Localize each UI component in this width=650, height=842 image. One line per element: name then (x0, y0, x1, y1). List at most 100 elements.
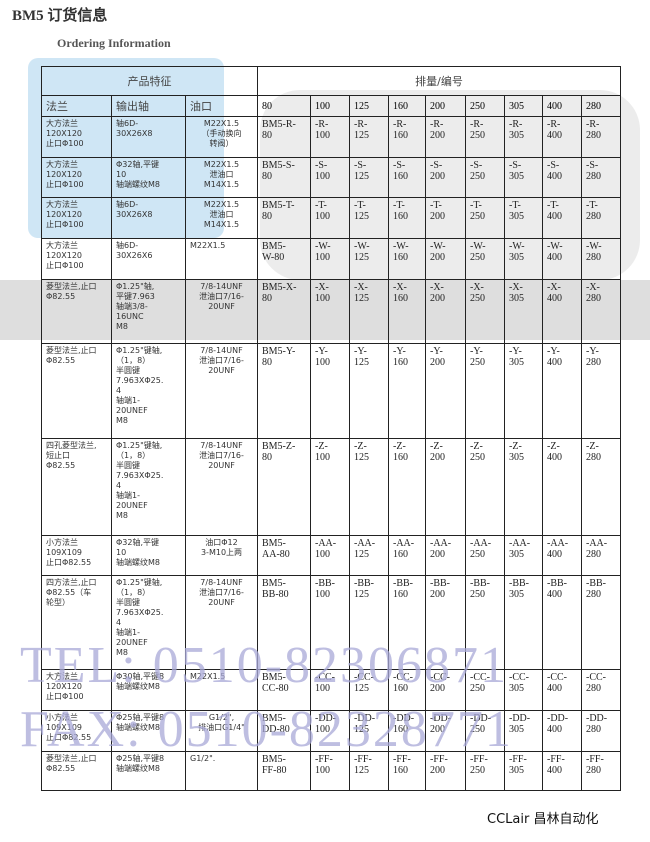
model-code-cell: -T- 305 (504, 197, 543, 239)
model-code-cell: -Y- 200 (425, 343, 466, 439)
watermark-tel: TEL: 0510-82306871 (20, 637, 509, 694)
flange-cell: 四方法兰,止口 Φ82.55（车 轮型） (41, 575, 112, 670)
model-code-cell: -X- 400 (542, 279, 582, 344)
model-code-cell: -CC- 100 (310, 669, 350, 711)
header-size: 400 (542, 95, 582, 117)
table-row: 小方法兰 109X109 止口Φ82.55 Φ25轴,平键8 轴端螺纹M8 G1/2… (41, 710, 621, 752)
model-code-cell: -W- 125 (349, 238, 389, 280)
header-features: 产品特征 (41, 66, 258, 96)
model-code-cell: -FF- 125 (349, 751, 389, 791)
shaft-cell: Φ1.25"轴, 平键7.963 轴端3/8- 16UNC M8 (111, 279, 186, 344)
model-code-cell: -R- 250 (465, 116, 505, 158)
header-shaft: 输出轴 (111, 95, 186, 117)
model-code-cell: -CC- 250 (465, 669, 505, 711)
model-code-cell: -DD- 280 (581, 710, 621, 752)
table-row: 大方法兰 120X120 止口Φ100 Φ30轴,平键8 轴端螺纹M8 M22X1.… (41, 669, 621, 711)
model-code-cell: -FF- 400 (542, 751, 582, 791)
model-code-cell: -Y- 160 (388, 343, 426, 439)
port-cell: 7/8-14UNF 泄油口7/16- 20UNF (185, 575, 258, 670)
flange-cell: 大方法兰 120X120 止口Φ100 (41, 157, 112, 198)
port-cell: G1/2". (185, 751, 258, 791)
header-size: 160 (388, 95, 426, 117)
model-code-cell: -S- 100 (310, 157, 350, 198)
model-code-cell: -BB- 400 (542, 575, 582, 670)
header-size: 305 (504, 95, 543, 117)
watermark-fax: FAX: 0510-82328771 (20, 701, 513, 758)
model-code-cell: BM5- FF-80 (257, 751, 311, 791)
model-code-cell: -X- 160 (388, 279, 426, 344)
model-code-cell: -Z- 200 (425, 438, 466, 536)
model-code-cell: -DD- 125 (349, 710, 389, 752)
model-code-cell: -FF- 280 (581, 751, 621, 791)
model-code-cell: -Y- 125 (349, 343, 389, 439)
model-code-cell: -Y- 305 (504, 343, 543, 439)
shaft-cell: 轴6D- 30X26X8 (111, 197, 186, 239)
model-code-cell: -Z- 100 (310, 438, 350, 536)
model-code-cell: -Z- 305 (504, 438, 543, 536)
shaft-cell: Φ32轴,平键 10 轴端螺纹M8 (111, 535, 186, 576)
table-row: 大方法兰 120X120 止口Φ100 轴6D- 30X26X6 M22X1.5 BM… (41, 238, 621, 280)
port-cell: M22X1.5 泄油口 M14X1.5 (185, 197, 258, 239)
model-code-cell: -Z- 400 (542, 438, 582, 536)
table-row: 四孔菱型法兰, 短止口 Φ82.55 Φ1.25"键轴, （1，8） 半圆键 7.… (41, 438, 621, 536)
model-code-cell: -CC- 125 (349, 669, 389, 711)
model-code-cell: -Y- 100 (310, 343, 350, 439)
model-code-cell: -Z- 280 (581, 438, 621, 536)
shaft-cell: 轴6D- 30X26X8 (111, 116, 186, 158)
model-code-cell: -R- 160 (388, 116, 426, 158)
flange-cell: 小方法兰 109X109 止口Φ82.55 (41, 710, 112, 752)
table-row: 菱型法兰,止口 Φ82.55 Φ1.25"轴, 平键7.963 轴端3/8- 16… (41, 279, 621, 344)
model-code-cell: -Y- 280 (581, 343, 621, 439)
model-code-cell: BM5- AA-80 (257, 535, 311, 576)
model-code-cell: -X- 100 (310, 279, 350, 344)
model-code-cell: -DD- 100 (310, 710, 350, 752)
model-code-cell: BM5-Y- 80 (257, 343, 311, 439)
port-cell: M22X1.5 (185, 238, 258, 280)
model-code-cell: -X- 250 (465, 279, 505, 344)
shaft-cell: Φ25轴,平键8 轴端螺纹M8 (111, 751, 186, 791)
ordering-table: 产品特征 排量/编号 法兰 输出轴 油口 80 100 125 160 200 250 30… (41, 66, 621, 791)
model-code-cell: -AA- 100 (310, 535, 350, 576)
flange-cell: 四孔菱型法兰, 短止口 Φ82.55 (41, 438, 112, 536)
model-code-cell: -S- 200 (425, 157, 466, 198)
model-code-cell: -DD- 160 (388, 710, 426, 752)
shaft-cell: Φ25轴,平键8 轴端螺纹M8 (111, 710, 186, 752)
shaft-cell: 轴6D- 30X26X6 (111, 238, 186, 280)
header-size: 80 (257, 95, 311, 117)
model-code-cell: -S- 250 (465, 157, 505, 198)
model-code-cell: BM5- DD-80 (257, 710, 311, 752)
model-code-cell: -W- 200 (425, 238, 466, 280)
model-code-cell: -T- 250 (465, 197, 505, 239)
model-code-cell: -AA- 160 (388, 535, 426, 576)
port-cell: 7/8-14UNF 泄油口7/16- 20UNF (185, 279, 258, 344)
model-code-cell: -T- 160 (388, 197, 426, 239)
model-code-cell: -AA- 250 (465, 535, 505, 576)
model-code-cell: -R- 200 (425, 116, 466, 158)
flange-cell: 大方法兰 120X120 止口Φ100 (41, 669, 112, 711)
model-code-cell: -Z- 160 (388, 438, 426, 536)
model-code-cell: -AA- 400 (542, 535, 582, 576)
model-code-cell: -BB- 305 (504, 575, 543, 670)
model-code-cell: -AA- 280 (581, 535, 621, 576)
table-row: 大方法兰 120X120 止口Φ100 轴6D- 30X26X8 M22X1.5 泄… (41, 197, 621, 239)
model-code-cell: -FF- 100 (310, 751, 350, 791)
header-size: 100 (310, 95, 350, 117)
model-code-cell: -X- 125 (349, 279, 389, 344)
model-code-cell: -T- 125 (349, 197, 389, 239)
model-code-cell: -Z- 125 (349, 438, 389, 536)
model-code-cell: -W- 250 (465, 238, 505, 280)
header-displacement: 排量/编号 (257, 66, 621, 96)
model-code-cell: -CC- 280 (581, 669, 621, 711)
header-size: 200 (425, 95, 466, 117)
model-code-cell: -R- 125 (349, 116, 389, 158)
model-code-cell: -CC- 400 (542, 669, 582, 711)
shaft-cell: Φ1.25"键轴, （1，8） 半圆键 7.963XΦ25. 4 轴端1- 20… (111, 438, 186, 536)
shaft-cell: Φ1.25"键轴, （1，8） 半圆键 7.963XΦ25. 4 轴端1- 20… (111, 575, 186, 670)
model-code-cell: -S- 400 (542, 157, 582, 198)
model-code-cell: -FF- 305 (504, 751, 543, 791)
model-code-cell: -S- 305 (504, 157, 543, 198)
table-row: 大方法兰 120X120 止口Φ100 Φ32轴,平键 10 轴端螺纹M8 M22X… (41, 157, 621, 198)
header-port: 油口 (185, 95, 258, 117)
model-code-cell: -FF- 200 (425, 751, 466, 791)
model-code-cell: -W- 305 (504, 238, 543, 280)
